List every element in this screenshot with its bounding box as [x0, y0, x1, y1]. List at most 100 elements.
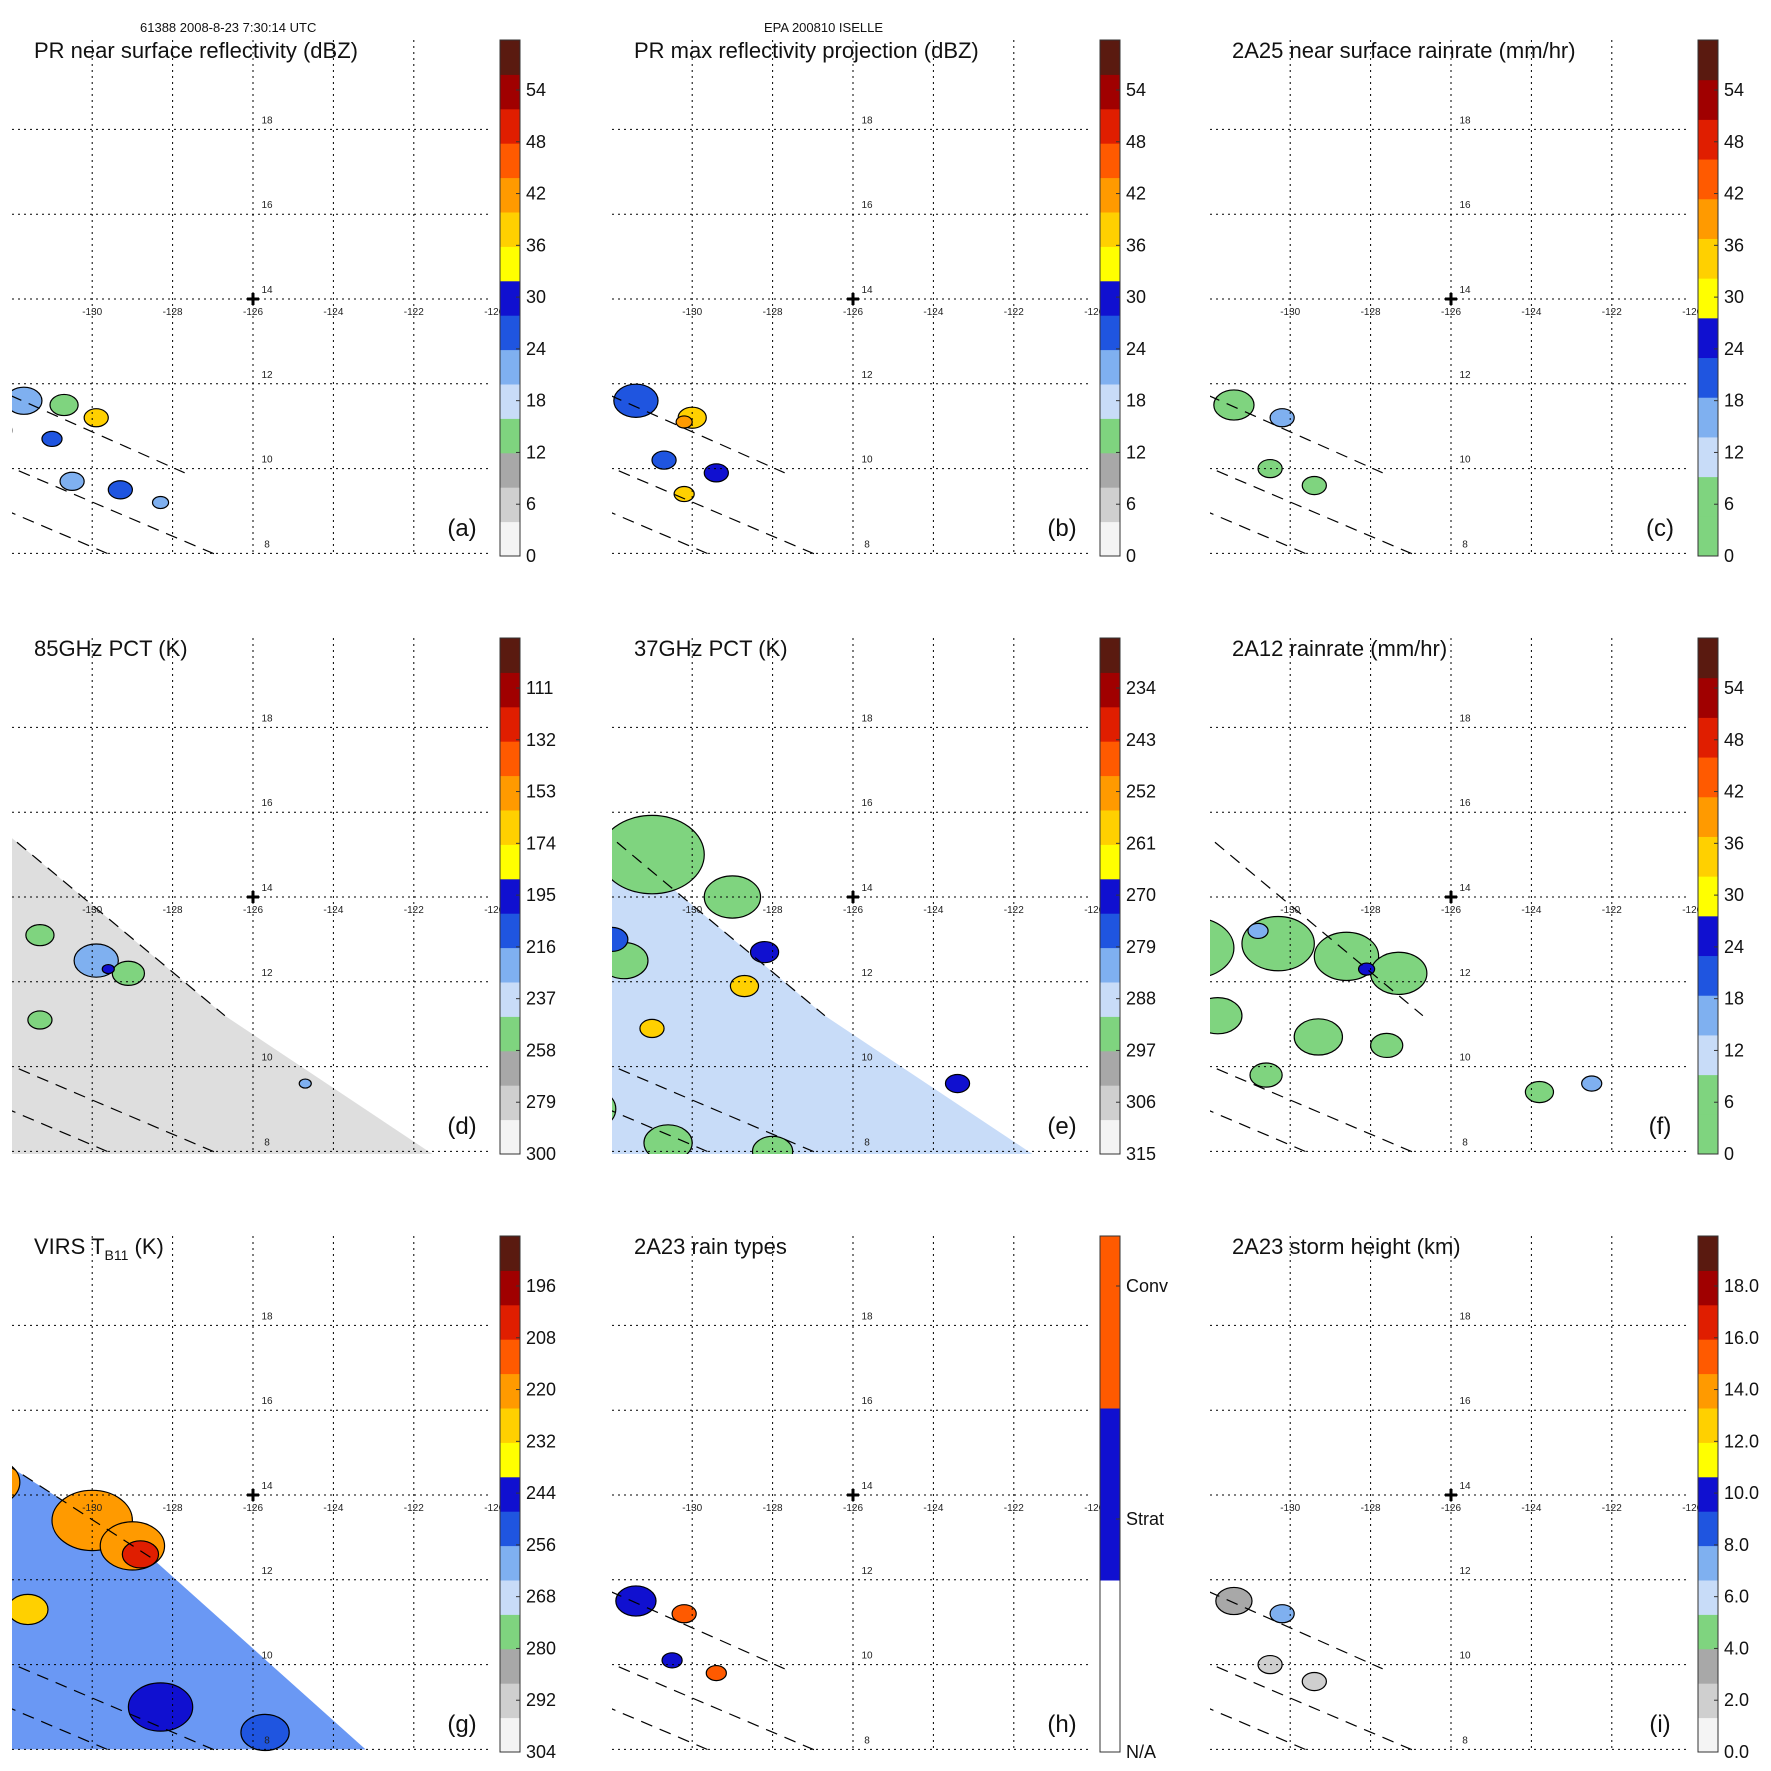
colorbar-segment	[1100, 741, 1120, 777]
scan-boundary	[612, 1110, 715, 1154]
colorbar-label: 12	[1724, 1040, 1744, 1060]
lon-tick-label: -120	[484, 307, 504, 318]
storm-center-marker	[847, 1489, 859, 1501]
scan-boundary	[612, 1708, 715, 1752]
colorbar-segment	[1698, 1114, 1718, 1155]
lat-tick-label: 18	[1459, 115, 1471, 126]
rain-blob	[1164, 386, 1192, 407]
colorbar-segment	[500, 1085, 520, 1121]
lat-tick-label: 14	[861, 285, 873, 296]
colorbar-segment	[1100, 706, 1120, 742]
swath-edge	[12, 395, 185, 474]
rain-blob	[111, 960, 146, 986]
rain-blob	[705, 1664, 727, 1682]
rain-blob	[574, 1629, 602, 1650]
rain-blob	[1215, 1586, 1253, 1616]
lat-tick-label: 14	[861, 883, 873, 894]
lat-tick-label: 10	[1459, 455, 1471, 466]
storm-center-marker	[847, 891, 859, 903]
rain-blob	[675, 415, 693, 429]
colorbar-segment	[500, 349, 520, 385]
colorbar-label: 54	[1126, 80, 1146, 100]
lon-tick-label: -124	[1521, 905, 1541, 916]
lat-tick-label: 14	[261, 285, 273, 296]
panel-letter: (c)	[1646, 515, 1674, 542]
colorbar-label: 0	[526, 546, 536, 566]
lat-tick-label: 10	[1459, 1651, 1471, 1662]
scan-boundary	[12, 512, 115, 556]
colorbar-segment	[1698, 796, 1718, 837]
lon-tick-label: -120	[1084, 905, 1104, 916]
rain-blob	[673, 485, 695, 503]
colorbar-label: 8.0	[1724, 1535, 1749, 1555]
colorbar-segment	[500, 982, 520, 1017]
lon-tick-label: -128	[1361, 307, 1381, 318]
rain-blob	[564, 1580, 596, 1604]
rain-blob	[1247, 922, 1269, 940]
rain-blob	[1269, 1604, 1295, 1624]
colorbar-segment	[1698, 1339, 1718, 1375]
lat-tick-label: 14	[261, 1481, 273, 1492]
panel-i: -130 -128 -126 -124 -122 -120 18 16 14 12 10 8 2A23 …	[1210, 1234, 1759, 1762]
colorbar-label: 220	[526, 1380, 556, 1400]
colorbar-label: 300	[526, 1144, 556, 1164]
panel-title: PR near surface reflectivity (dBZ)	[34, 38, 358, 63]
colorbar-label: 24	[1126, 339, 1146, 359]
colorbar-label: 42	[526, 184, 546, 204]
lon-tick-label: -128	[1361, 905, 1381, 916]
panel-title: 2A12 rainrate (mm/hr)	[1232, 636, 1447, 661]
colorbar-segment	[1698, 1545, 1718, 1581]
colorbar-label: 42	[1724, 782, 1744, 802]
scan-boundary	[12, 467, 221, 556]
colorbar-label: 6	[526, 494, 536, 514]
colorbar-segment	[1100, 878, 1120, 914]
colorbar-label: 6.0	[1724, 1587, 1749, 1607]
rain-blob	[25, 924, 55, 947]
colorbar-segment	[1100, 384, 1120, 419]
colorbar-segment	[1698, 119, 1718, 160]
scan-boundary	[12, 1663, 221, 1752]
colorbar-label: 196	[526, 1276, 556, 1296]
rain-blob	[298, 1078, 312, 1089]
colorbar-label: 48	[1126, 132, 1146, 152]
rain-blob	[749, 940, 780, 964]
colorbar-segment	[1698, 1373, 1718, 1409]
rain-blob	[643, 1124, 693, 1154]
lon-tick-label: -122	[1004, 307, 1024, 318]
colorbar-label: 0	[1126, 546, 1136, 566]
map-area	[12, 1236, 492, 1752]
lon-tick-label: -122	[1602, 307, 1622, 318]
lat-tick-label: 8	[1462, 1137, 1468, 1148]
colorbar-segment	[500, 810, 520, 845]
colorbar-label: 258	[526, 1040, 556, 1060]
colorbar-segment	[1698, 677, 1718, 718]
colorbar-label: 30	[1724, 885, 1744, 905]
lon-tick-label: -124	[323, 307, 343, 318]
rain-blob	[12, 1593, 49, 1626]
rain-blob	[564, 384, 596, 408]
lon-tick-label: -124	[923, 1503, 943, 1514]
colorbar-label: 252	[1126, 782, 1156, 802]
colorbar-label: 261	[1126, 833, 1156, 853]
lon-tick-label: -120	[1682, 1503, 1702, 1514]
lat-tick-label: 8	[864, 539, 870, 550]
colorbar-label: 315	[1126, 1144, 1156, 1164]
lon-tick-label: -126	[843, 1503, 863, 1514]
colorbar-segment	[1698, 1236, 1718, 1271]
lat-tick-label: 16	[1459, 200, 1471, 211]
lon-tick-label: -128	[163, 905, 183, 916]
colorbar-segment	[1698, 79, 1718, 120]
colorbar-segment	[500, 280, 520, 316]
colorbar-label: 232	[526, 1431, 556, 1451]
colorbar-label: 12.0	[1724, 1431, 1759, 1451]
colorbar-segment	[500, 1476, 520, 1512]
colorbar-segment	[500, 1119, 520, 1155]
colorbar-label: Conv	[1126, 1276, 1168, 1296]
storm-center-marker	[1445, 1489, 1457, 1501]
colorbar-label: 36	[1126, 235, 1146, 255]
scan-boundary	[1210, 1065, 1419, 1154]
panel-title: PR max reflectivity projection (dBZ)	[634, 38, 979, 63]
lon-tick-label: -122	[404, 1503, 424, 1514]
lon-tick-label: -124	[923, 905, 943, 916]
map-area	[1210, 638, 1690, 1154]
